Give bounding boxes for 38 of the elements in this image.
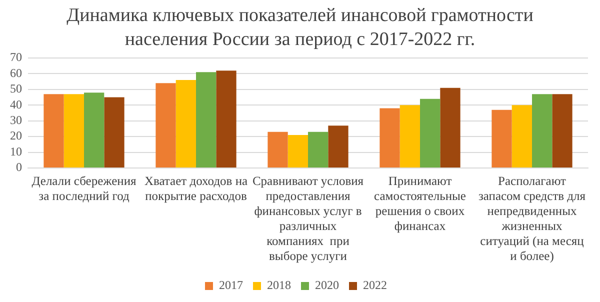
bar — [84, 92, 104, 168]
x-tick-label: Располагают запасом средств для непредвиденных жизненных ситуаций (на месяц и более) — [478, 174, 586, 263]
legend-label: 2018 — [267, 278, 291, 292]
bar — [328, 126, 348, 168]
bar — [176, 80, 196, 168]
legend-label: 2020 — [315, 278, 339, 292]
bar — [400, 105, 420, 168]
x-tick-label: Сравнивают условия предоставления финансовых услуг в различных компаниях при выборе услуги — [252, 174, 364, 263]
x-tick-label: Принимают самостоятельные решения о своих финансах — [374, 174, 466, 233]
x-tick-label: Хватает доходов на покрытие расходов — [144, 174, 248, 203]
bar — [532, 94, 552, 168]
bar — [440, 88, 460, 168]
bar — [216, 70, 236, 168]
legend-label: 2022 — [363, 278, 387, 292]
bar — [268, 132, 288, 168]
y-tick-label: 40 — [10, 97, 22, 112]
bar — [308, 132, 328, 168]
bar — [420, 98, 440, 168]
bar — [512, 105, 532, 168]
bar — [380, 108, 400, 168]
y-tick-label: 10 — [10, 144, 22, 158]
y-tick-label: 0 — [16, 160, 22, 174]
bar — [288, 135, 308, 168]
bar — [156, 83, 176, 168]
y-tick-label: 50 — [10, 82, 22, 96]
bar — [552, 94, 572, 168]
y-tick-label: 20 — [10, 128, 22, 143]
legend-label: 2017 — [219, 278, 243, 292]
bar — [196, 72, 216, 168]
bar — [104, 97, 124, 168]
chart-title: Динамика ключевых показателей инансовой грамотности населения России за период с 2017-2022 гг. — [66, 4, 534, 52]
bar — [44, 94, 64, 168]
y-tick-label: 70 — [10, 50, 22, 64]
y-tick-label: 60 — [10, 66, 22, 80]
bar — [492, 110, 512, 168]
x-tick-label: Делали сбережения за последний год — [32, 174, 137, 203]
bar — [64, 94, 84, 168]
y-tick-label: 30 — [10, 113, 22, 128]
